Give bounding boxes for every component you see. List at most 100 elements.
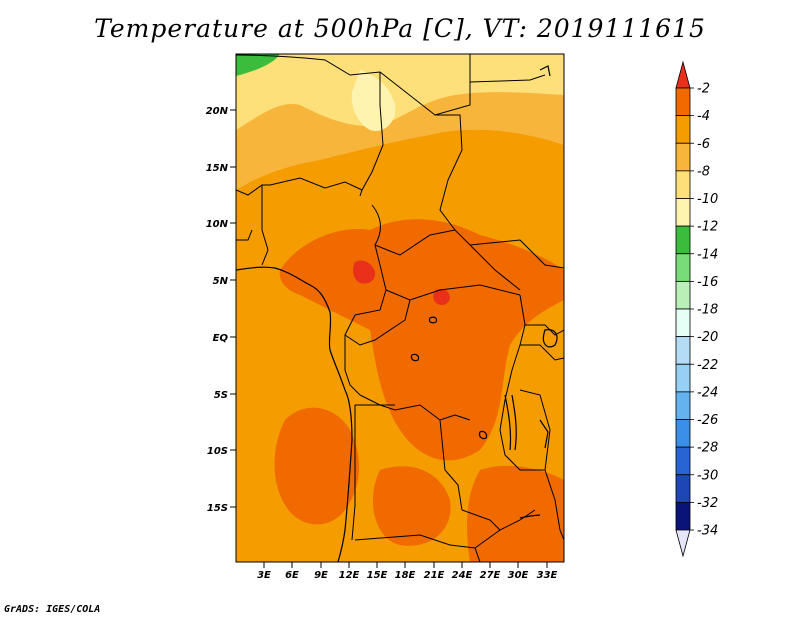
border-car-south <box>385 284 521 301</box>
colorbar: -2 -4 -6 -8 -10 -12 -14 -16 -18 -20 -22 -24 -26 -28 -3… <box>675 60 718 558</box>
lon-label-9e: 9E <box>314 570 328 581</box>
border-drc-east <box>499 294 545 471</box>
colorbar-label: -26 <box>697 413 718 428</box>
warmest-spot-1 <box>353 260 376 284</box>
colorbar-label: -32 <box>697 496 718 511</box>
lake-spot-3 <box>478 430 488 440</box>
lake-kariba <box>519 514 541 519</box>
temperature-field <box>236 54 564 562</box>
lon-label-15e: 15E <box>367 570 388 581</box>
border-botswana <box>474 547 481 562</box>
colorbar-box <box>675 115 691 144</box>
colorbar-label: -14 <box>697 247 718 262</box>
lon-label-21e: 21E <box>424 570 445 581</box>
chart-title: Temperature at 500hPa [C], VT: 201911161… <box>94 14 706 43</box>
colorbar-label: -4 <box>697 109 710 124</box>
warm-core-southeast <box>467 465 564 562</box>
lat-axis: 20N 15N 10N 5N EQ 5S 10S 15S <box>206 106 236 514</box>
lake-tanganyika-east <box>511 394 517 451</box>
border-chad-west <box>359 72 384 197</box>
border-west-2 <box>261 185 269 266</box>
border-west-3 <box>236 229 253 241</box>
colorbar-label: -20 <box>697 330 718 345</box>
colorbar-bottom-arrow <box>675 529 691 558</box>
colorbar-box <box>675 170 691 199</box>
lat-label-20n: 20N <box>206 106 229 117</box>
colorbar-label: -18 <box>697 303 718 318</box>
lat-label-10n: 10N <box>206 219 229 230</box>
colorbar-box <box>675 363 691 393</box>
border-kenya <box>520 344 564 361</box>
border-angola-west <box>351 405 356 541</box>
lon-label-33e: 33E <box>537 570 558 581</box>
colorbar-label: -30 <box>697 468 718 483</box>
border-north-1 <box>236 54 471 116</box>
map-frame <box>235 53 565 563</box>
border-zambia-south <box>461 509 501 531</box>
lon-label-24e: 24E <box>452 570 473 581</box>
lat-label-5n: 5N <box>213 276 229 287</box>
atlantic-coastline <box>236 266 353 562</box>
colorbar-top-arrow <box>675 60 691 89</box>
border-sudan <box>469 239 564 269</box>
lake-malawi <box>539 419 549 449</box>
lon-label-6e: 6E <box>285 570 299 581</box>
lon-label-18e: 18E <box>395 570 416 581</box>
warmest-spot-2 <box>433 288 450 306</box>
country-borders <box>236 54 564 562</box>
colorbar-label: -34 <box>697 524 718 539</box>
warm-core-southwest <box>274 407 360 525</box>
colorbar-box <box>675 419 691 448</box>
lat-label-15n: 15N <box>206 163 229 174</box>
border-congo-gabon <box>344 299 411 346</box>
colorbar-label: -22 <box>697 358 718 373</box>
lat-label-eq: EQ <box>213 333 229 344</box>
border-west-1 <box>236 184 270 196</box>
lat-label-10s: 10S <box>207 446 228 457</box>
lon-axis: 3E 6E 9E 12E 15E 18E 21E 24E 27E 30E 33E <box>257 562 558 581</box>
colorbar-box <box>675 280 691 310</box>
cold-patch-north <box>351 70 396 131</box>
warm-core-center <box>279 219 564 461</box>
border-niger-south <box>269 177 363 191</box>
colorbar-box <box>675 225 691 255</box>
colorbar-label: -12 <box>697 220 718 235</box>
border-tanzania <box>519 389 551 471</box>
colorbar-label: -24 <box>697 385 718 400</box>
lake-spot-1 <box>428 316 438 324</box>
colorbar-box <box>675 501 691 531</box>
lake-victoria <box>542 329 558 348</box>
colorbar-box <box>675 336 691 365</box>
colorbar-label: -28 <box>697 441 718 456</box>
colorbar-box <box>675 474 691 503</box>
colorbar-box <box>675 253 691 282</box>
border-mozambique <box>544 469 564 541</box>
band-minus10 <box>236 54 564 130</box>
border-angola-east <box>439 419 463 511</box>
colorbar-label: -2 <box>697 82 710 97</box>
lon-label-3e: 3E <box>257 570 271 581</box>
lake-spot-2 <box>410 353 420 362</box>
warm-core-south <box>372 466 451 546</box>
coast-north <box>539 65 551 77</box>
grads-credit: GrADS: IGES/COLA <box>4 604 101 615</box>
colorbar-box <box>675 391 691 420</box>
border-car-north <box>374 229 521 291</box>
colorbar-box <box>675 446 691 476</box>
border-cameroon <box>354 204 387 316</box>
lon-label-12e: 12E <box>339 570 360 581</box>
lat-label-15s: 15S <box>207 503 228 514</box>
cold-patch-corner <box>236 54 280 76</box>
lat-label-5s: 5S <box>214 390 228 401</box>
lon-label-27e: 27E <box>480 570 501 581</box>
colorbar-box <box>675 142 691 172</box>
lake-tanganyika <box>504 394 512 451</box>
colorbar-box <box>675 198 691 227</box>
colorbar-label: -16 <box>697 275 718 290</box>
colorbar-box <box>675 87 691 117</box>
colorbar-label: -10 <box>697 192 718 207</box>
border-north-2 <box>469 74 546 83</box>
border-chad-east <box>435 114 463 231</box>
coastlines-lakes <box>236 65 558 562</box>
